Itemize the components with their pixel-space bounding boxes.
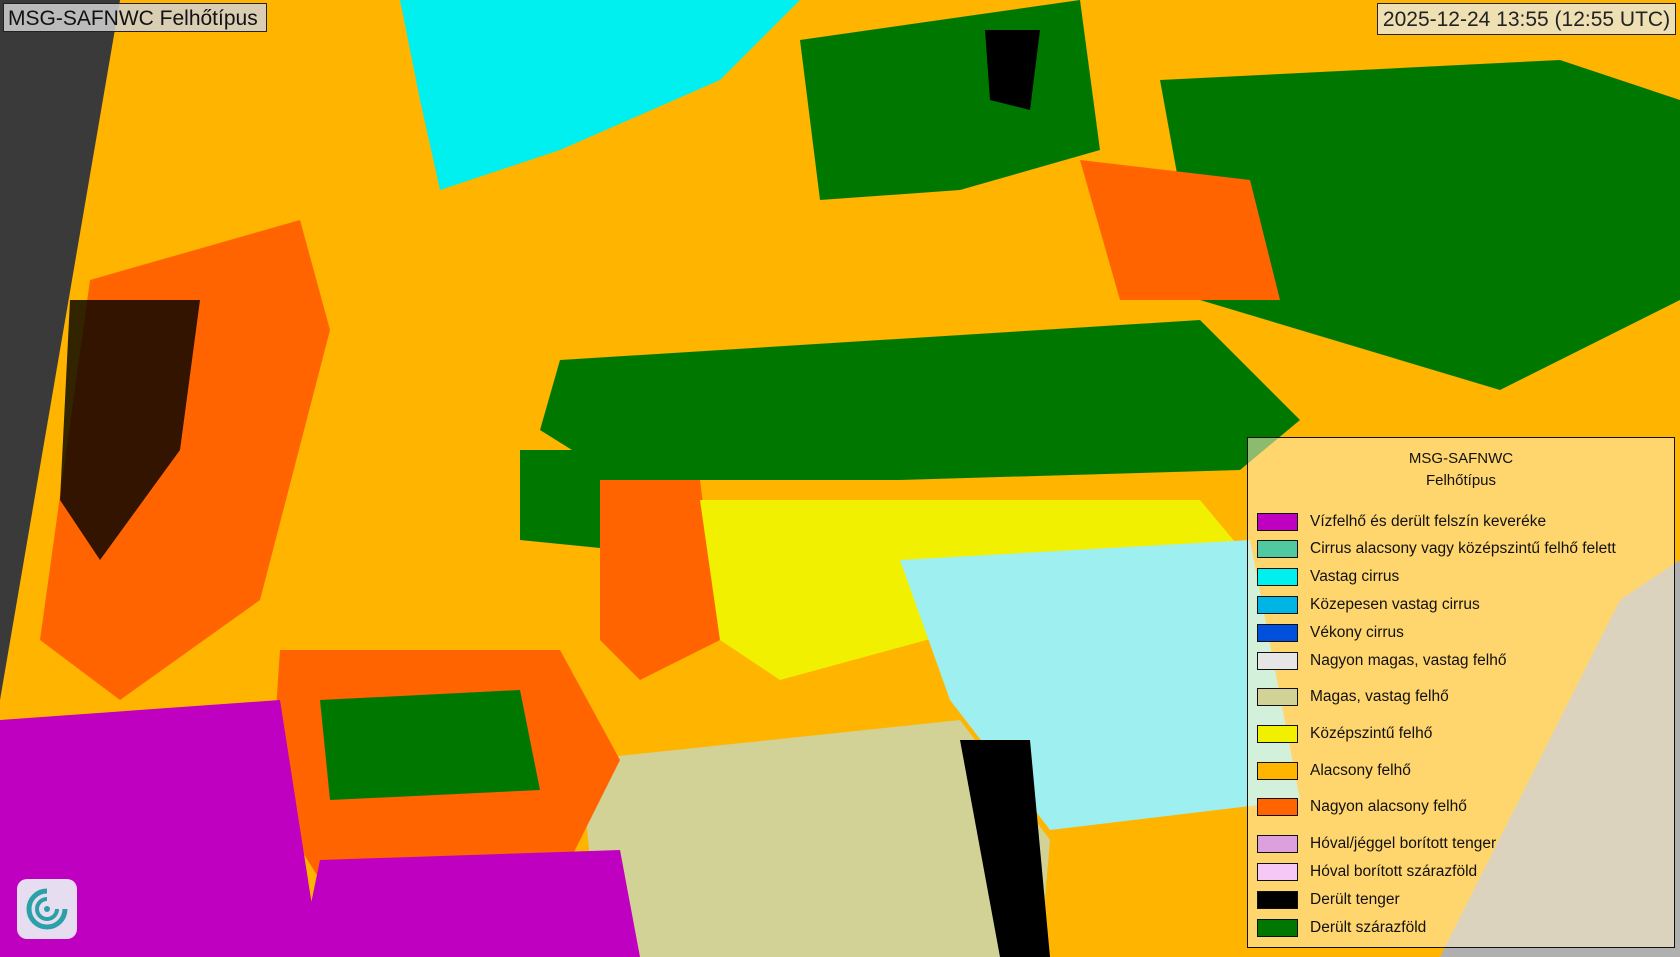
legend-swatch — [1257, 919, 1298, 937]
legend-label: Hóval/jéggel borított tenger — [1310, 835, 1497, 852]
legend-item: Hóval/jéggel borított tenger — [1257, 834, 1496, 854]
legend-item: Alacsony felhő — [1257, 761, 1411, 781]
legend-swatch — [1257, 513, 1298, 531]
legend-label: Nagyon alacsony felhő — [1310, 798, 1467, 815]
legend-label: Nagyon magas, vastag felhő — [1310, 652, 1507, 669]
legend-label: Közepesen vastag cirrus — [1310, 596, 1480, 613]
region-mediterranean — [300, 850, 640, 957]
legend-swatch — [1257, 762, 1298, 780]
legend-swatch — [1257, 725, 1298, 743]
legend-label: Alacsony felhő — [1310, 762, 1411, 779]
legend-item: Vízfelhő és derült felszín keveréke — [1257, 512, 1546, 532]
legend-title: MSG-SAFNWC Felhőtípus — [1248, 448, 1674, 492]
region-clear-land-east — [1160, 60, 1680, 390]
legend-item: Derült tenger — [1257, 890, 1400, 910]
legend-item: Derült szárazföld — [1257, 918, 1426, 938]
logo — [17, 879, 77, 939]
legend-swatch — [1257, 540, 1298, 558]
region-very-low-east — [1080, 160, 1280, 300]
legend-title-line2: Felhőtípus — [1425, 472, 1497, 489]
legend-item: Nagyon alacsony felhő — [1257, 797, 1467, 817]
legend-swatch — [1257, 798, 1298, 816]
legend-item: Közepesen vastag cirrus — [1257, 595, 1480, 615]
region-clear-sea-atlantic — [60, 300, 200, 560]
legend-swatch — [1257, 568, 1298, 586]
legend-item: Vékony cirrus — [1257, 623, 1404, 643]
legend-label: Vékony cirrus — [1310, 624, 1404, 641]
legend-swatch — [1257, 688, 1298, 706]
region-clear-land-central — [540, 320, 1300, 480]
legend-item: Cirrus alacsony vagy középszintű felhő f… — [1257, 539, 1616, 559]
legend-item: Középszintű felhő — [1257, 724, 1432, 744]
map-title: MSG-SAFNWC Felhőtípus — [3, 3, 267, 32]
legend-label: Hóval borított szárazföld — [1310, 863, 1478, 880]
legend-label: Vízfelhő és derült felszín keveréke — [1310, 513, 1547, 530]
legend-swatch — [1257, 835, 1298, 853]
legend-item: Magas, vastag felhő — [1257, 687, 1449, 707]
legend-label: Vastag cirrus — [1310, 568, 1400, 585]
legend-swatch — [1257, 863, 1298, 881]
legend-label: Derült tenger — [1310, 891, 1400, 908]
legend-swatch — [1257, 652, 1298, 670]
legend-item: Hóval borított szárazföld — [1257, 862, 1477, 882]
region-high-thick-cloud — [580, 720, 1050, 957]
legend-label: Derült szárazföld — [1310, 919, 1427, 936]
legend-label: Középszintű felhő — [1310, 725, 1433, 742]
legend-label: Cirrus alacsony vagy középszintű felhő f… — [1310, 540, 1616, 557]
timestamp: 2025-12-24 13:55 (12:55 UTC) — [1377, 3, 1676, 35]
legend-label: Magas, vastag felhő — [1310, 688, 1449, 705]
legend: MSG-SAFNWC Felhőtípus Vízfelhő és derült… — [1247, 437, 1675, 948]
region-clear-sea-baltic — [985, 30, 1040, 110]
region-thick-cirrus-north — [400, 0, 800, 190]
region-mixed-southwest — [0, 700, 320, 957]
region-clear-sea-tyrrhenian — [960, 740, 1050, 957]
legend-item: Nagyon magas, vastag felhő — [1257, 651, 1506, 671]
legend-swatch — [1257, 891, 1298, 909]
legend-item: Vastag cirrus — [1257, 567, 1399, 587]
region-iberia-land — [320, 690, 540, 800]
legend-swatch — [1257, 596, 1298, 614]
region-very-low-france — [600, 480, 720, 680]
legend-swatch — [1257, 624, 1298, 642]
swirl-logo-icon — [26, 888, 68, 930]
legend-title-line1: MSG-SAFNWC — [1408, 450, 1514, 467]
